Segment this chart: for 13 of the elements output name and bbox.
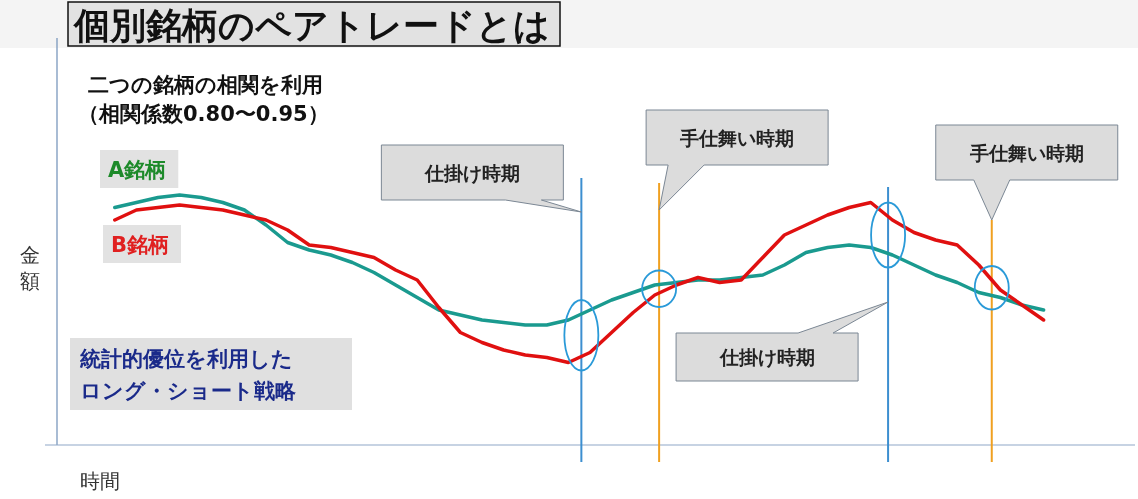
text: （相関係数0.80〜0.95） [78, 102, 329, 126]
annotation: ロング・ショート戦略 [80, 379, 297, 403]
series-label: A銘柄 [108, 158, 167, 182]
x-axis-title: 時間 [80, 469, 120, 493]
y-axis-title: 金額 [20, 243, 40, 293]
annotation: 統計的優位を利用した [79, 347, 293, 371]
text: 二つの銘柄の相関を利用 [88, 73, 323, 97]
series-label: B銘柄 [111, 233, 170, 257]
text: 手仕舞い時期 [679, 126, 795, 149]
annotation: 仕掛け時期 [718, 346, 815, 368]
text: 手仕舞い時期 [968, 141, 1084, 164]
text: 仕掛け時期 [423, 161, 520, 184]
chart-title: 個別銘柄のペアトレードとは [72, 5, 550, 46]
